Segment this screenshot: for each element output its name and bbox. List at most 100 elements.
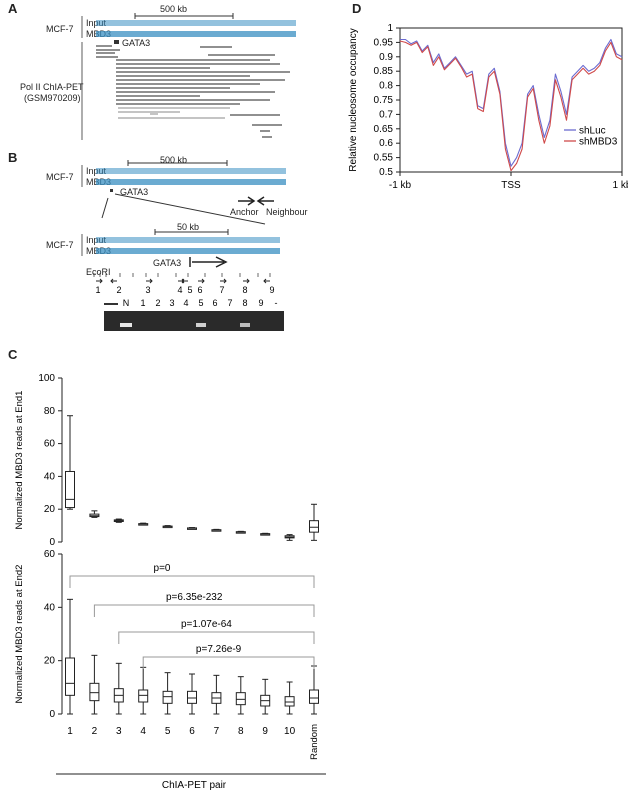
primer-arrow xyxy=(198,278,205,284)
end1-y-tick-label: 100 xyxy=(38,373,55,384)
end1-box-3 xyxy=(113,518,124,523)
gel-lane-label: 6 xyxy=(212,298,217,308)
y-tick-label: 0.85 xyxy=(374,66,394,77)
primer-number: 1 xyxy=(95,285,100,295)
primer-number: 4 xyxy=(177,285,182,295)
primer-number: 6 xyxy=(197,285,202,295)
chiapet-interactions xyxy=(96,45,290,138)
gel-lane-label: N xyxy=(123,298,130,308)
pvalue-bracket: p=7.26e-9 xyxy=(142,644,315,669)
end1-box-4 xyxy=(138,522,149,526)
primer-number: 3 xyxy=(145,285,150,295)
panel-a-graphic xyxy=(81,13,296,140)
end2-box-Random xyxy=(309,665,319,715)
panel-b-mbd3-track xyxy=(96,179,286,185)
neighbour-label: Neighbour xyxy=(266,207,308,217)
panel-a-scale-label: 500 kb xyxy=(160,4,188,14)
x-tick-label: 10 xyxy=(284,726,296,737)
box-iqr xyxy=(138,689,149,703)
x-tick-label: TSS xyxy=(501,180,521,191)
series-line-shLuc xyxy=(400,38,623,167)
panel-b-label: B xyxy=(8,150,18,165)
anchor-arrow xyxy=(238,196,256,206)
x-tick-label: 1 kb xyxy=(613,180,628,191)
end1-box-7 xyxy=(211,528,222,532)
panel-d-label: D xyxy=(352,1,362,16)
primer-number: 8 xyxy=(242,285,247,295)
end1-box-1 xyxy=(65,415,75,510)
pvalue-label: p=7.26e-9 xyxy=(196,644,242,655)
primer-arrow xyxy=(263,278,270,284)
end2-y-tick-label: 20 xyxy=(44,656,56,667)
pvalue-bracket-line xyxy=(142,656,315,669)
x-tick-label: 3 xyxy=(116,726,122,737)
end1-box-9 xyxy=(260,532,271,536)
box-iqr xyxy=(284,696,295,707)
x-tick-label: 5 xyxy=(165,726,171,737)
gel-lane-label: 7 xyxy=(227,298,232,308)
gel-band-n xyxy=(120,323,132,327)
end1-y-tick-label: 20 xyxy=(44,504,56,515)
legend-label: shLuc xyxy=(579,126,606,137)
end1-y-tick-label: 80 xyxy=(44,406,56,417)
chiapet-label-line1: Pol II ChIA-PET xyxy=(20,82,84,92)
gel-band-5 xyxy=(196,323,206,327)
plot-frame xyxy=(399,27,623,173)
end2-y-tick-label: 0 xyxy=(49,709,55,720)
panel-a-cell-line: MCF-7 xyxy=(46,24,74,34)
end2-box-5 xyxy=(162,672,173,715)
y-tick-label: 0.5 xyxy=(379,167,393,178)
end2-box-7 xyxy=(211,674,222,715)
end1-y-label: Normalized MBD3 reads at End1 xyxy=(14,391,25,530)
panel-b-mbd3-track-zoom xyxy=(96,248,280,254)
pvalue-bracket-line xyxy=(69,575,315,588)
y-tick-label: 0.75 xyxy=(374,95,394,106)
x-axis-label: ChIA-PET pair xyxy=(162,780,227,791)
box-iqr xyxy=(187,690,197,704)
panel-b-input-track-zoom xyxy=(96,237,280,243)
panel-b-scale-top: 500 kb xyxy=(160,155,188,165)
pvalue-label: p=1.07e-64 xyxy=(181,619,232,630)
end1-box-5 xyxy=(162,525,173,529)
y-tick-label: 0.55 xyxy=(374,153,394,164)
box-iqr xyxy=(309,689,319,704)
gel-image xyxy=(104,311,284,331)
end1-y-tick-label: 40 xyxy=(44,471,56,482)
primer-arrow xyxy=(146,278,153,284)
gel-lane-label: 4 xyxy=(183,298,188,308)
box-iqr xyxy=(65,657,75,696)
x-tick-label: Random xyxy=(309,724,320,760)
x-tick-label: 8 xyxy=(238,726,244,737)
panel-a-input-track xyxy=(96,20,296,26)
box-iqr xyxy=(309,520,319,533)
y-tick-label: 1 xyxy=(387,23,393,34)
end2-y-tick-label: 40 xyxy=(44,602,56,613)
ecori-sites xyxy=(93,273,271,277)
y-tick-label: 0.8 xyxy=(379,81,393,92)
gel-lane-label: 9 xyxy=(258,298,263,308)
gel-lane-label: 5 xyxy=(198,298,203,308)
panel-a-label: A xyxy=(8,1,18,16)
series-line-shMBD3 xyxy=(399,40,623,172)
y-tick-label: 0.95 xyxy=(374,37,394,48)
y-tick-label: 0.6 xyxy=(379,138,393,149)
end1-box-6 xyxy=(187,527,197,530)
x-tick-label: 4 xyxy=(140,726,146,737)
end1-box-10 xyxy=(284,534,295,541)
gel-lane-label: 2 xyxy=(155,298,160,308)
panel-c-label: C xyxy=(8,347,18,362)
x-tick-label: 2 xyxy=(92,726,98,737)
end2-box-4 xyxy=(138,666,149,715)
gel-lane-label: - xyxy=(275,298,278,308)
pvalue-bracket: p=6.35e-232 xyxy=(93,592,315,617)
box-iqr xyxy=(162,690,173,704)
end1-y-tick-label: 0 xyxy=(49,537,55,548)
ecori-label: EcoRI xyxy=(86,267,111,277)
primer-arrow xyxy=(220,278,227,284)
end1-box-8 xyxy=(235,530,246,534)
x-tick-label: 1 xyxy=(67,726,73,737)
chiapet-interactions-gray xyxy=(118,107,230,119)
y-tick-label: 0.65 xyxy=(374,124,394,135)
gel-band-8 xyxy=(240,323,250,327)
